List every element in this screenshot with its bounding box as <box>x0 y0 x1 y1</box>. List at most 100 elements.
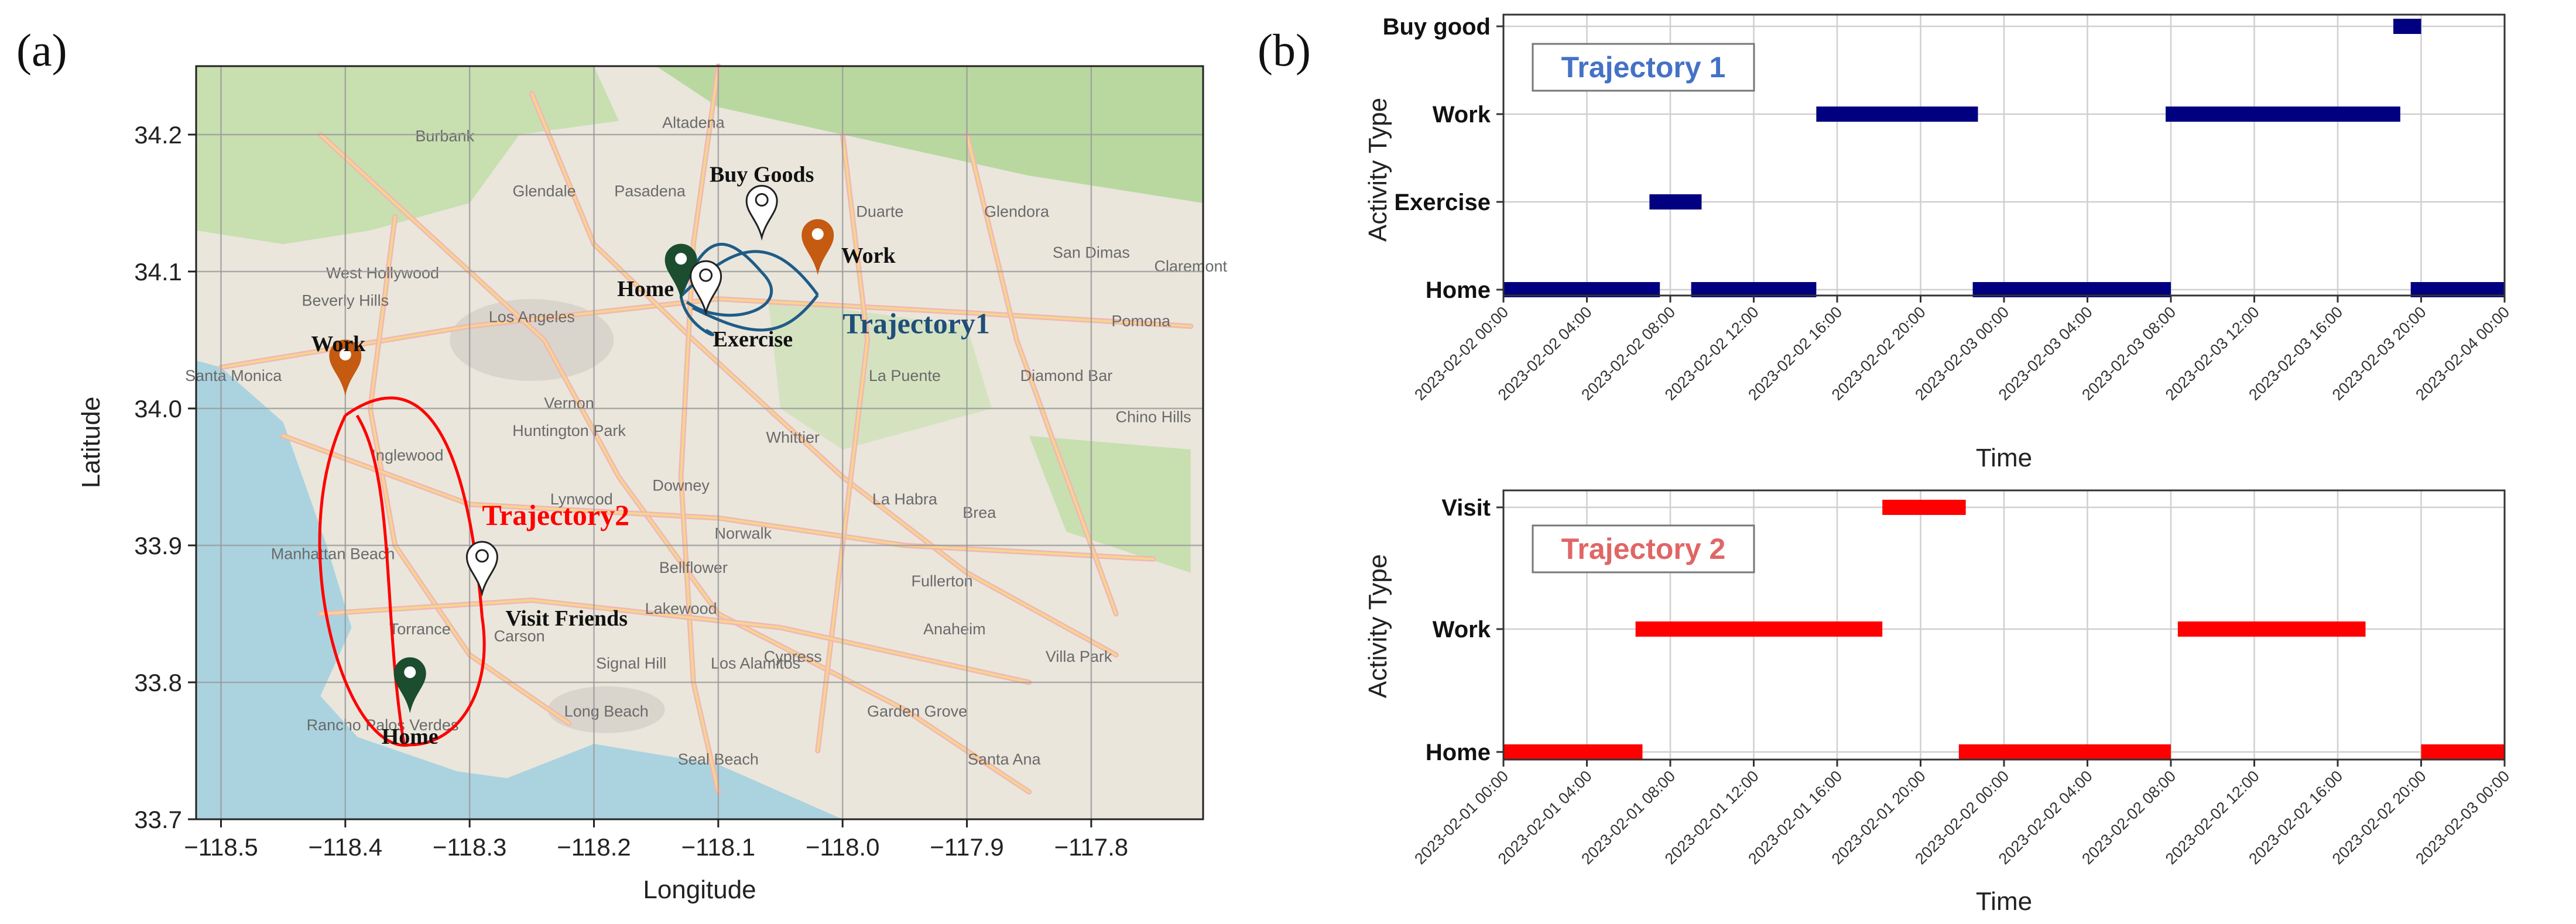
place-name: Lynwood <box>550 490 613 508</box>
series-label-0: Trajectory1 <box>842 307 990 339</box>
place-name: Vernon <box>544 394 594 412</box>
place-name: West Hollywood <box>326 265 439 282</box>
place-name: Inglewood <box>371 446 443 464</box>
ocean-area <box>196 360 843 819</box>
location-label: Visit Friends <box>505 606 628 631</box>
timeline-2-bars <box>1503 500 2505 760</box>
pin-home-6 <box>393 657 426 713</box>
place-name: Glendora <box>984 202 1050 220</box>
tl2-x-tick-label: 2023-02-03 00:00 <box>2412 767 2513 868</box>
x-tick-label: −117.8 <box>1054 833 1129 861</box>
route-work-home-1 <box>692 294 819 332</box>
place-name: La Habra <box>872 490 938 508</box>
tl2-segment-visit <box>1882 500 1966 515</box>
place-name: Brea <box>962 504 996 521</box>
tl1-y-tick-label: Buy good <box>1383 14 1491 40</box>
panel-a-label: (a) <box>16 25 67 75</box>
pin-work-4-hole <box>339 348 351 360</box>
puente-hills <box>768 298 992 450</box>
tl1-segment-exercise <box>1649 194 1702 209</box>
place-name: Anaheim <box>923 620 986 638</box>
y-tick-label: 33.7 <box>134 806 182 833</box>
y-tick-label: 33.9 <box>134 532 182 559</box>
place-name: Los Angeles <box>489 308 575 326</box>
pin-home-6-hole <box>404 666 416 678</box>
road-center-5 <box>680 65 720 794</box>
place-name: Los Alamitos <box>711 655 800 672</box>
tl2-segment-work <box>2177 621 2366 637</box>
trajectory-2-box-label: Trajectory 2 <box>1561 533 1726 565</box>
x-tick-label: −118.2 <box>557 833 631 861</box>
y-tick-label: 34.0 <box>134 395 182 423</box>
series-label-1: Trajectory2 <box>482 499 629 531</box>
place-name: Chino Hills <box>1116 408 1191 425</box>
santa-monica-mountains <box>196 66 619 245</box>
place-name: Duarte <box>856 202 903 220</box>
pin-visit-3 <box>690 260 722 317</box>
y-tick-label: 34.2 <box>134 121 182 149</box>
timeline-1-x-label: Time <box>1976 444 2032 472</box>
location-label: Buy Goods <box>710 163 814 187</box>
route-home-work-2 <box>318 414 410 747</box>
tl2-segment-home <box>1958 744 2171 760</box>
pin-visit-3-hole <box>699 268 713 282</box>
place-name: Torrance <box>389 620 451 638</box>
route-home-exercise <box>679 296 715 336</box>
tl1-y-tick-label: Work <box>1433 102 1491 128</box>
trajectory-2-box <box>1532 524 1755 573</box>
place-name: Manhattan Beach <box>271 545 395 562</box>
chino-hills-park <box>1029 435 1191 573</box>
x-tick-label: −118.1 <box>681 833 756 861</box>
tl2-segment-home <box>2421 744 2505 760</box>
panel-b-label: (b) <box>1258 25 1311 75</box>
tl2-y-tick-label: Work <box>1433 617 1491 643</box>
place-name: Lakewood <box>645 600 717 617</box>
tl1-segment-work <box>2166 107 2400 122</box>
place-name: Downey <box>652 476 710 494</box>
place-name: Norwalk <box>715 524 772 542</box>
x-tick-label: −117.9 <box>930 833 1004 861</box>
map-panel: Burbank Glendale Pasadena Altadena Duarte Gle… <box>77 63 1228 904</box>
x-tick-label: −118.4 <box>309 833 383 861</box>
location-label: Work <box>311 332 366 356</box>
route-visit-home-2 <box>410 616 486 747</box>
tl1-x-tick-label: 2023-02-04 00:00 <box>2412 303 2513 404</box>
place-name: Carson <box>494 627 545 645</box>
map-ticks: −118.5 −118.4 −118.3 −118.2 −118.1 −118.0 −117… <box>134 121 1128 861</box>
place-name: Burbank <box>415 128 474 145</box>
route-work-home-2 <box>355 414 406 746</box>
place-name: La Puente <box>869 367 941 384</box>
tl1-y-tick-label: Home <box>1426 277 1491 303</box>
route-buygoods-home <box>686 271 773 317</box>
tl1-y-tick-label: Exercise <box>1394 190 1491 215</box>
urban-long-beach <box>547 686 665 733</box>
tl2-y-tick-label: Visit <box>1441 495 1491 521</box>
road-center-7 <box>319 599 1030 683</box>
place-name: Diamond Bar <box>1020 367 1113 384</box>
x-tick-label: −118.3 <box>433 833 507 861</box>
place-name: Rancho Palos Verdes <box>307 716 459 734</box>
place-name: Whittier <box>766 429 820 446</box>
place-name: Santa Monica <box>185 367 282 384</box>
place-name: Fullerton <box>912 572 973 590</box>
road-center-6 <box>816 133 869 752</box>
pin-visit-5 <box>465 541 498 597</box>
pin-work-4 <box>329 339 362 396</box>
timeline-2-y-label: Activity Type <box>1364 554 1392 698</box>
place-name: Santa Ana <box>968 750 1042 768</box>
location-pins <box>329 185 834 713</box>
place-name: Cypress <box>764 648 822 665</box>
pin-visit-0-hole <box>755 193 769 207</box>
tl2-segment-work <box>1635 621 1883 637</box>
x-tick-label: −118.5 <box>184 833 258 861</box>
x-tick-label: −118.0 <box>806 833 880 861</box>
place-name: Claremont <box>1154 257 1227 275</box>
place-name: Signal Hill <box>596 655 666 672</box>
y-axis-label: Latitude <box>77 397 105 489</box>
location-label: Home <box>617 277 674 301</box>
trajectory-1-box-label: Trajectory 1 <box>1561 51 1726 84</box>
timeline-1-bars <box>1503 19 2505 297</box>
place-name: Pomona <box>1112 312 1171 330</box>
